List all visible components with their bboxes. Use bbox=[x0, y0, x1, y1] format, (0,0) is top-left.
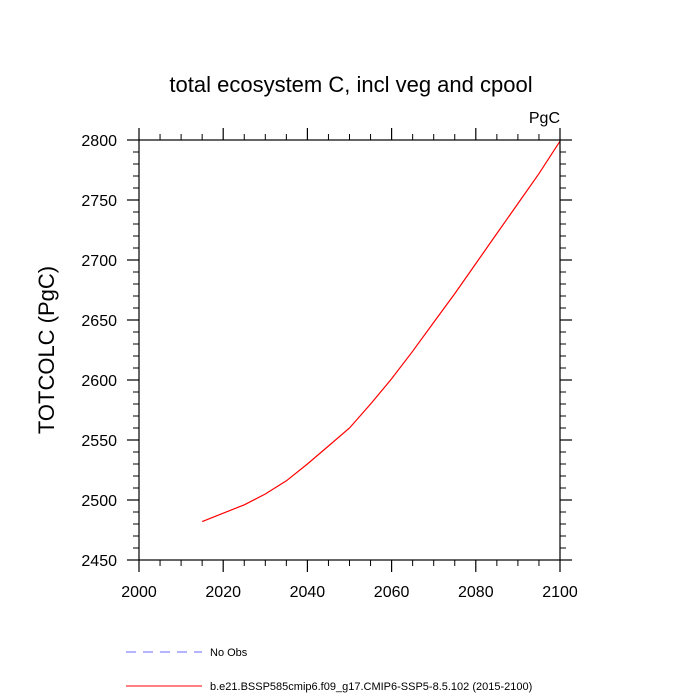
x-tick-label: 2080 bbox=[458, 584, 494, 601]
y-tick-label: 2450 bbox=[81, 553, 117, 570]
axis-ticks bbox=[127, 128, 572, 572]
y-axis-label: TOTCOLC (PgC) bbox=[34, 266, 59, 434]
y-tick-label: 2750 bbox=[81, 193, 117, 210]
y-tick-label: 2500 bbox=[81, 493, 117, 510]
legend: No Obs b.e21.BSSP585cmip6.f09_g17.CMIP6-S… bbox=[126, 647, 532, 693]
x-tick-label: 2000 bbox=[121, 584, 157, 601]
units-label: PgC bbox=[529, 110, 560, 127]
y-tick-label: 2700 bbox=[81, 253, 117, 270]
y-tick-label: 2550 bbox=[81, 433, 117, 450]
plot-lines bbox=[201, 140, 561, 523]
legend-label: No Obs bbox=[210, 647, 248, 659]
chart-title: total ecosystem C, incl veg and cpool bbox=[169, 72, 532, 97]
x-tick-label: 2040 bbox=[290, 584, 326, 601]
y-tick-label: 2600 bbox=[81, 373, 117, 390]
x-tick-label: 2060 bbox=[374, 584, 410, 601]
legend-label: b.e21.BSSP585cmip6.f09_g17.CMIP6-SSP5-8.… bbox=[210, 681, 532, 693]
x-tick-label: 2020 bbox=[205, 584, 241, 601]
x-tick-label: 2100 bbox=[542, 584, 578, 601]
axis-tick-labels: 2000 2020 2040 2060 2080 2100 2450 2500 2550 2600… bbox=[81, 133, 577, 601]
y-tick-label: 2800 bbox=[81, 133, 117, 150]
plot-frame bbox=[138, 139, 561, 561]
y-tick-label: 2650 bbox=[81, 313, 117, 330]
series-line bbox=[201, 140, 561, 523]
